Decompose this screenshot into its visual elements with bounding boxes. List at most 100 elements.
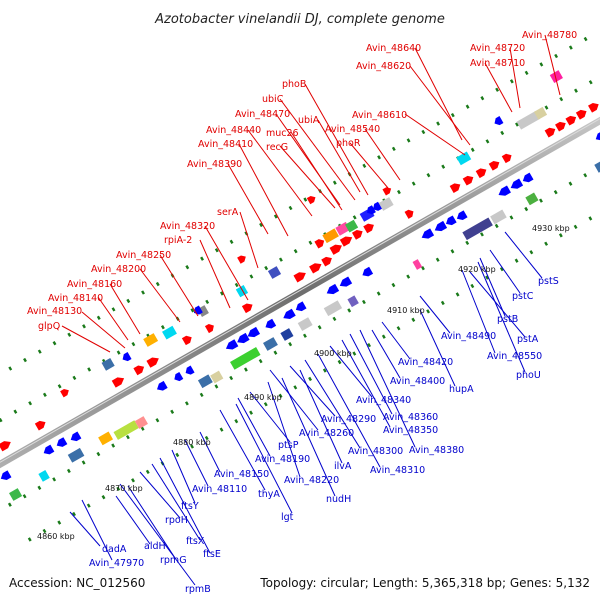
gene-feature-box — [297, 317, 313, 331]
callout-line — [204, 225, 249, 301]
gene-label[interactable]: Avin_48200 — [91, 264, 146, 275]
gene-label[interactable]: Avin_48780 — [522, 30, 577, 41]
callout-line — [461, 269, 496, 354]
scale-dot — [82, 324, 86, 329]
gene-label[interactable]: Avin_48540 — [325, 124, 380, 135]
callout-line — [349, 142, 389, 189]
gene-label[interactable]: ftsE — [203, 549, 221, 560]
gene-label[interactable]: Avin_48610 — [352, 110, 407, 121]
scale-dot — [200, 256, 204, 261]
scale-dot — [573, 224, 578, 230]
gene-label[interactable]: rpmG — [160, 555, 187, 566]
scale-dot — [111, 443, 116, 448]
gene-label[interactable]: pstC — [512, 291, 534, 302]
gene-feature-box — [412, 259, 423, 270]
gene-label[interactable]: Avin_48720 — [470, 43, 525, 54]
gene-label[interactable]: ubiC — [262, 94, 284, 105]
gene-label[interactable]: muc26 — [266, 128, 299, 139]
reverse-gene-arrow — [373, 201, 382, 211]
forward-gene-arrow — [181, 335, 192, 346]
gene-label[interactable]: Avin_48130 — [27, 306, 82, 317]
scale-dot — [22, 494, 27, 499]
gene-label[interactable]: Avin_48150 — [214, 469, 269, 480]
reverse-gene-arrow — [362, 266, 374, 277]
reverse-gene-arrow — [237, 332, 250, 344]
gene-label[interactable]: Avin_47970 — [89, 558, 144, 569]
callout-line — [235, 403, 293, 514]
gene-label[interactable]: Avin_48260 — [299, 428, 354, 439]
gene-label[interactable]: Avin_48640 — [366, 43, 421, 54]
gene-label[interactable]: Avin_48220 — [284, 475, 339, 486]
gene-label[interactable]: dadA — [102, 544, 127, 555]
scale-dot — [362, 163, 367, 168]
gene-label[interactable]: Avin_48390 — [187, 159, 242, 170]
gene-label[interactable]: phoB — [282, 79, 306, 90]
gene-label[interactable]: Avin_48310 — [370, 465, 425, 476]
gene-label[interactable]: phoU — [516, 370, 541, 381]
gene-feature-box — [378, 197, 394, 211]
gene-label[interactable]: Avin_48380 — [409, 445, 464, 456]
scale-dot — [141, 290, 145, 295]
reverse-gene-arrow — [522, 172, 534, 183]
scale-dot — [352, 351, 357, 356]
gene-feature-box — [594, 151, 600, 173]
gene-label[interactable]: hupA — [449, 384, 474, 395]
gene-label[interactable]: Avin_48250 — [116, 250, 171, 261]
gene-label[interactable]: Avin_48490 — [441, 331, 496, 342]
callout-line — [371, 329, 401, 379]
callout-line — [317, 353, 381, 468]
gene-label[interactable]: phoR — [336, 138, 361, 149]
scale-dot — [42, 392, 47, 397]
gene-label[interactable]: nudH — [326, 494, 351, 505]
scale-dot — [234, 282, 239, 288]
gene-label[interactable]: Avin_48190 — [255, 454, 310, 465]
gene-label[interactable]: Avin_48360 — [383, 412, 438, 423]
gene-label[interactable]: ubiA — [298, 115, 320, 126]
gene-label[interactable]: ftsX — [186, 536, 205, 547]
forward-gene-arrow — [501, 153, 512, 164]
gene-label[interactable]: Avin_48320 — [160, 221, 215, 232]
gene-label[interactable]: ftsY — [181, 501, 199, 512]
gene-label[interactable]: Avin_48300 — [348, 446, 403, 457]
scale-dot — [514, 258, 519, 263]
gene-label[interactable]: Avin_48550 — [487, 351, 542, 362]
gene-label[interactable]: recG — [266, 142, 288, 153]
gene-label[interactable]: Avin_48400 — [390, 376, 445, 387]
gene-feature-box — [98, 431, 114, 446]
gene-label[interactable]: Avin_48110 — [192, 484, 247, 495]
scale-dot — [347, 308, 352, 313]
gene-label[interactable]: aldH — [144, 541, 166, 552]
gene-label[interactable]: ilvA — [334, 461, 352, 472]
gene-label[interactable]: Avin_48620 — [356, 61, 411, 72]
gene-label[interactable]: Avin_48350 — [383, 425, 438, 436]
gene-label[interactable]: ptsP — [278, 440, 299, 451]
gene-label[interactable]: rpiA-2 — [164, 235, 192, 246]
gene-label[interactable]: pstA — [517, 334, 539, 345]
gene-label[interactable]: pstS — [538, 276, 559, 287]
gene-label[interactable]: Avin_48160 — [67, 279, 122, 290]
gene-label[interactable]: Avin_48440 — [206, 125, 261, 136]
gene-feature-box — [323, 300, 343, 317]
gene-label[interactable]: Avin_48340 — [356, 395, 411, 406]
gene-label[interactable]: Avin_48410 — [198, 139, 253, 150]
callout-line — [239, 211, 259, 269]
callout-line — [419, 295, 451, 334]
tick-label: 4890 kbp — [244, 393, 282, 402]
gene-label[interactable]: rpoH — [165, 515, 188, 526]
callout-line — [81, 499, 113, 561]
scale-dot — [539, 62, 544, 67]
reverse-gene-arrow — [421, 228, 435, 239]
scale-dot — [96, 451, 101, 457]
gene-label[interactable]: rpmB — [185, 584, 211, 595]
gene-label[interactable]: Avin_48470 — [235, 109, 290, 120]
gene-label[interactable]: thyA — [258, 489, 280, 500]
callout-line — [409, 65, 471, 146]
gene-label[interactable]: glpQ — [38, 321, 60, 332]
gene-label[interactable]: Avin_48290 — [321, 414, 376, 425]
gene-label[interactable]: Avin_48710 — [470, 58, 525, 69]
gene-label[interactable]: lgt — [281, 512, 294, 523]
gene-label[interactable]: serA — [217, 207, 239, 218]
gene-label[interactable]: Avin_48140 — [48, 293, 103, 304]
gene-label[interactable]: pstB — [497, 314, 518, 325]
gene-label[interactable]: Avin_48420 — [398, 357, 453, 368]
